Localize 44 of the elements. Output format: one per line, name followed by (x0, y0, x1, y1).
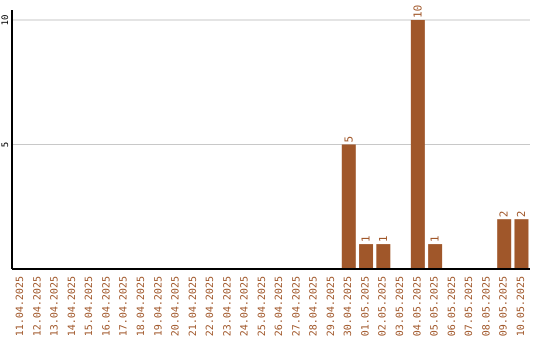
x-tick-label: 28.04.2025 (308, 276, 320, 336)
x-tick-label: 02.05.2025 (378, 276, 389, 336)
x-tick-label: 01.05.2025 (360, 276, 372, 336)
x-tick-label: 24.04.2025 (240, 276, 251, 336)
x-tick-label: 14.04.2025 (66, 276, 78, 336)
x-tick-label: 30.04.2025 (343, 276, 354, 336)
x-tick-label: 10.05.2025 (516, 276, 527, 336)
data-label: 2 (498, 210, 511, 218)
x-tick-label: 23.04.2025 (222, 276, 234, 336)
x-tick-label: 21.04.2025 (188, 276, 199, 336)
x-tick-label: 11.04.2025 (15, 276, 26, 336)
x-tick-label: 26.04.2025 (274, 276, 286, 336)
x-tick-label: 15.04.2025 (84, 276, 96, 336)
bar (428, 244, 442, 269)
data-label: 5 (342, 136, 356, 142)
x-tick-label: 12.04.2025 (32, 276, 44, 336)
x-tick-label: 03.05.2025 (395, 276, 406, 336)
x-tick-label: 20.04.2025 (170, 276, 182, 336)
x-tick-label: 25.04.2025 (256, 276, 268, 336)
x-tick-label: 05.05.2025 (430, 276, 441, 336)
x-tick-label: 18.04.2025 (136, 276, 147, 336)
x-tick-label: 13.04.2025 (50, 276, 61, 336)
x-tick-label: 19.04.2025 (153, 276, 164, 336)
x-tick-label: 17.04.2025 (118, 276, 130, 336)
data-label: 1 (360, 235, 373, 242)
bar (410, 20, 425, 269)
bar (497, 219, 512, 269)
data-label: 1 (428, 235, 442, 242)
data-label: 2 (514, 210, 528, 218)
x-tick-label: 29.04.2025 (326, 276, 337, 336)
data-label: 10 (411, 4, 424, 18)
x-tick-label: 09.05.2025 (498, 276, 510, 336)
bar (359, 244, 374, 269)
bar (342, 144, 356, 269)
x-tick-label: 16.04.2025 (101, 276, 112, 336)
x-tick-label: 08.05.2025 (481, 276, 492, 336)
x-tick-label: 22.04.2025 (205, 276, 216, 336)
x-tick-label: 06.05.2025 (446, 276, 458, 336)
x-tick-label: 04.05.2025 (412, 276, 424, 336)
x-tick-label: 27.04.2025 (291, 276, 302, 336)
x-tick-label: 07.05.2025 (464, 276, 476, 336)
bar (376, 244, 390, 269)
data-label: 1 (376, 235, 390, 242)
bar (514, 219, 528, 269)
